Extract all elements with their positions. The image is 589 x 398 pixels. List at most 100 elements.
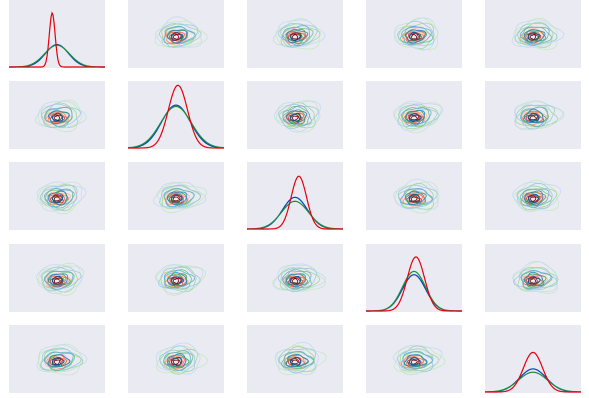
contour-series-0 (403, 110, 425, 125)
contour-series-0 (45, 273, 72, 289)
contour-series-1 (274, 341, 319, 375)
kde-curve-series-2 (485, 371, 581, 393)
panel-2-0 (9, 162, 105, 230)
contour-series-1 (285, 354, 309, 367)
contour-series-1 (289, 275, 301, 286)
panel-background (247, 325, 343, 393)
panel-background (366, 244, 462, 312)
contour-series-1 (289, 112, 301, 123)
panel-background (128, 81, 224, 149)
panel-3-0 (9, 244, 105, 312)
kde-curve-series-1 (128, 104, 224, 149)
contour-series-1 (404, 191, 427, 206)
contour-series-1 (47, 273, 69, 288)
panel-1-0 (9, 81, 105, 149)
panel-0-3 (366, 0, 462, 68)
contour-series-2 (397, 22, 435, 50)
contour-series-1 (163, 350, 192, 371)
contour-series-1 (158, 266, 201, 290)
contour-series-1 (523, 271, 545, 287)
contour-series-2 (161, 23, 202, 48)
contour-series-2 (44, 351, 75, 372)
contour-series-1 (285, 29, 309, 44)
contour-series-0 (529, 278, 536, 284)
contour-series-1 (51, 275, 63, 285)
contour-series-1 (170, 356, 182, 367)
contour-series-2 (405, 29, 428, 44)
contour-series-2 (515, 104, 559, 128)
contour-series-1 (511, 19, 565, 48)
contour-series-1 (516, 182, 553, 210)
contour-series-2 (156, 182, 208, 213)
contour-series-1 (44, 188, 75, 208)
contour-series-2 (513, 17, 558, 51)
contour-series-0 (291, 34, 299, 40)
contour-series-0 (410, 196, 418, 202)
contour-series-1 (278, 103, 319, 130)
kde-curve-series-0 (9, 11, 105, 68)
panel-4-0 (9, 325, 105, 393)
contour-series-0 (172, 34, 179, 40)
panel-background (128, 325, 224, 393)
panel-4-4 (485, 325, 581, 393)
contour-series-1 (158, 23, 199, 48)
contour-series-1 (155, 342, 201, 375)
contour-series-1 (282, 105, 310, 127)
contour-series-2 (154, 20, 208, 48)
kde-curve-series-0 (247, 175, 343, 230)
contour-series-1 (277, 348, 317, 374)
contour-series-1 (40, 103, 82, 128)
panel-4-3 (366, 325, 462, 393)
kde-curve-series-2 (128, 105, 224, 149)
contour-series-2 (283, 351, 315, 370)
contour-series-1 (51, 357, 65, 366)
contour-series-1 (520, 269, 552, 289)
contour-series-1 (515, 104, 556, 130)
contour-series-1 (159, 184, 202, 208)
contour-series-1 (47, 110, 70, 125)
contour-series-1 (393, 178, 439, 211)
contour-series-1 (36, 344, 88, 373)
contour-series-1 (171, 194, 184, 203)
contour-series-1 (393, 100, 443, 132)
contour-series-0 (526, 113, 540, 123)
panel-0-0 (9, 0, 105, 68)
contour-series-1 (289, 32, 302, 41)
contour-series-1 (44, 106, 73, 127)
contour-series-1 (512, 260, 558, 293)
contour-series-1 (166, 191, 188, 206)
panel-3-1 (128, 244, 224, 312)
contour-series-1 (282, 25, 311, 46)
contour-series-1 (277, 267, 317, 293)
contour-series-1 (154, 16, 203, 48)
contour-series-1 (399, 188, 434, 206)
panel-0-4 (485, 0, 581, 68)
contour-series-1 (166, 272, 188, 287)
contour-series-2 (38, 99, 83, 133)
contour-series-2 (520, 188, 553, 207)
contour-series-1 (47, 354, 71, 367)
contour-series-2 (52, 276, 65, 285)
contour-series-2 (393, 102, 443, 134)
contour-series-1 (289, 356, 301, 366)
contour-series-0 (53, 278, 61, 284)
contour-series-1 (408, 31, 421, 41)
contour-series-0 (284, 273, 305, 289)
panel-background (485, 325, 581, 393)
contour-series-0 (404, 112, 425, 123)
contour-series-1 (51, 194, 64, 204)
kde-curve-series-2 (247, 200, 343, 230)
panel-2-1 (128, 162, 224, 230)
contour-series-0 (53, 359, 61, 365)
contour-series-2 (398, 348, 440, 372)
panel-0-1 (128, 0, 224, 68)
kde-curve-series-0 (366, 256, 462, 312)
contour-series-0 (529, 196, 537, 202)
contour-series-2 (37, 181, 83, 215)
contour-series-1 (281, 350, 315, 369)
contour-series-1 (520, 106, 549, 127)
contour-series-1 (513, 100, 564, 130)
contour-series-2 (398, 182, 434, 210)
contour-series-1 (43, 270, 74, 290)
contour-series-1 (401, 26, 432, 46)
